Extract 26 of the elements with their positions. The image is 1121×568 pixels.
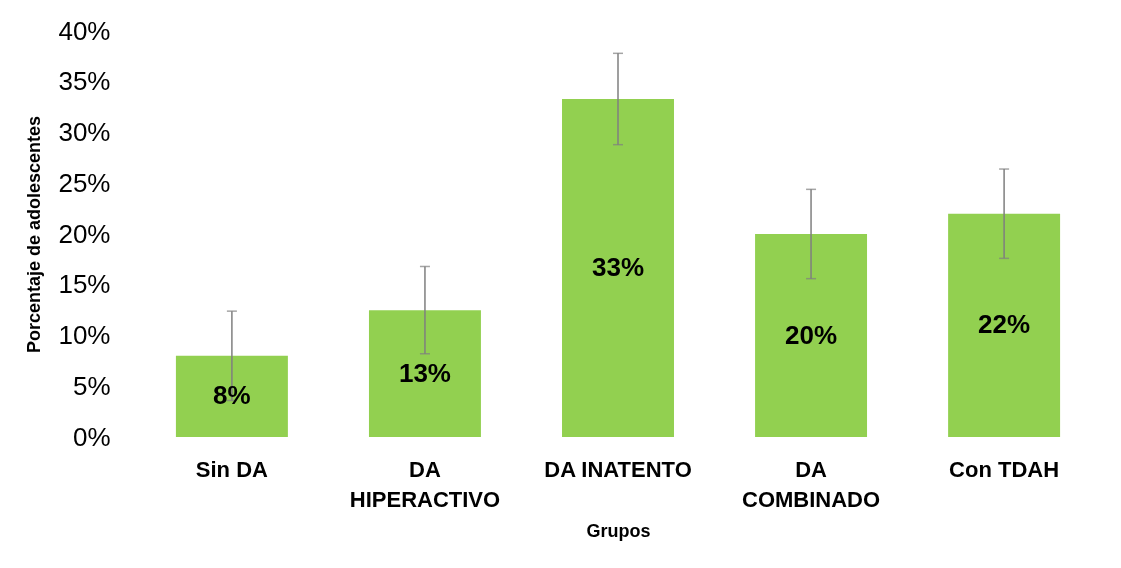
y-tick-label: 35% [58, 66, 111, 97]
y-tick-label: 5% [72, 370, 111, 401]
bar [562, 99, 674, 437]
bar [948, 213, 1061, 437]
bar [175, 355, 288, 437]
x-axis-title: Grupos [586, 520, 651, 541]
data-label: 20% [785, 319, 838, 350]
y-tick-label: 10% [58, 320, 111, 350]
y-tick-label: 40% [58, 15, 111, 46]
x-tick-label: Sin DA [195, 456, 269, 482]
y-tick-label: 15% [58, 269, 111, 300]
x-tick-label: DA HIPERACTIVO [349, 456, 501, 512]
data-label: 22% [978, 309, 1031, 340]
bar [368, 310, 481, 437]
x-tick-label: Con TDAH [949, 456, 1060, 482]
x-tick-label: DA INATENTO [544, 456, 692, 482]
bar [755, 234, 868, 437]
data-label: 8% [213, 380, 251, 411]
y-axis-title: Porcentaje de adolescentes [24, 115, 45, 354]
x-tick-label: DA COMBINADO [742, 456, 881, 512]
y-tick-label: 30% [58, 117, 111, 147]
y-tick-label: 0% [72, 421, 111, 452]
data-label: 33% [591, 252, 645, 282]
y-tick-label: 25% [58, 167, 111, 198]
y-tick-label: 20% [58, 218, 111, 249]
data-label: 13% [398, 357, 451, 388]
